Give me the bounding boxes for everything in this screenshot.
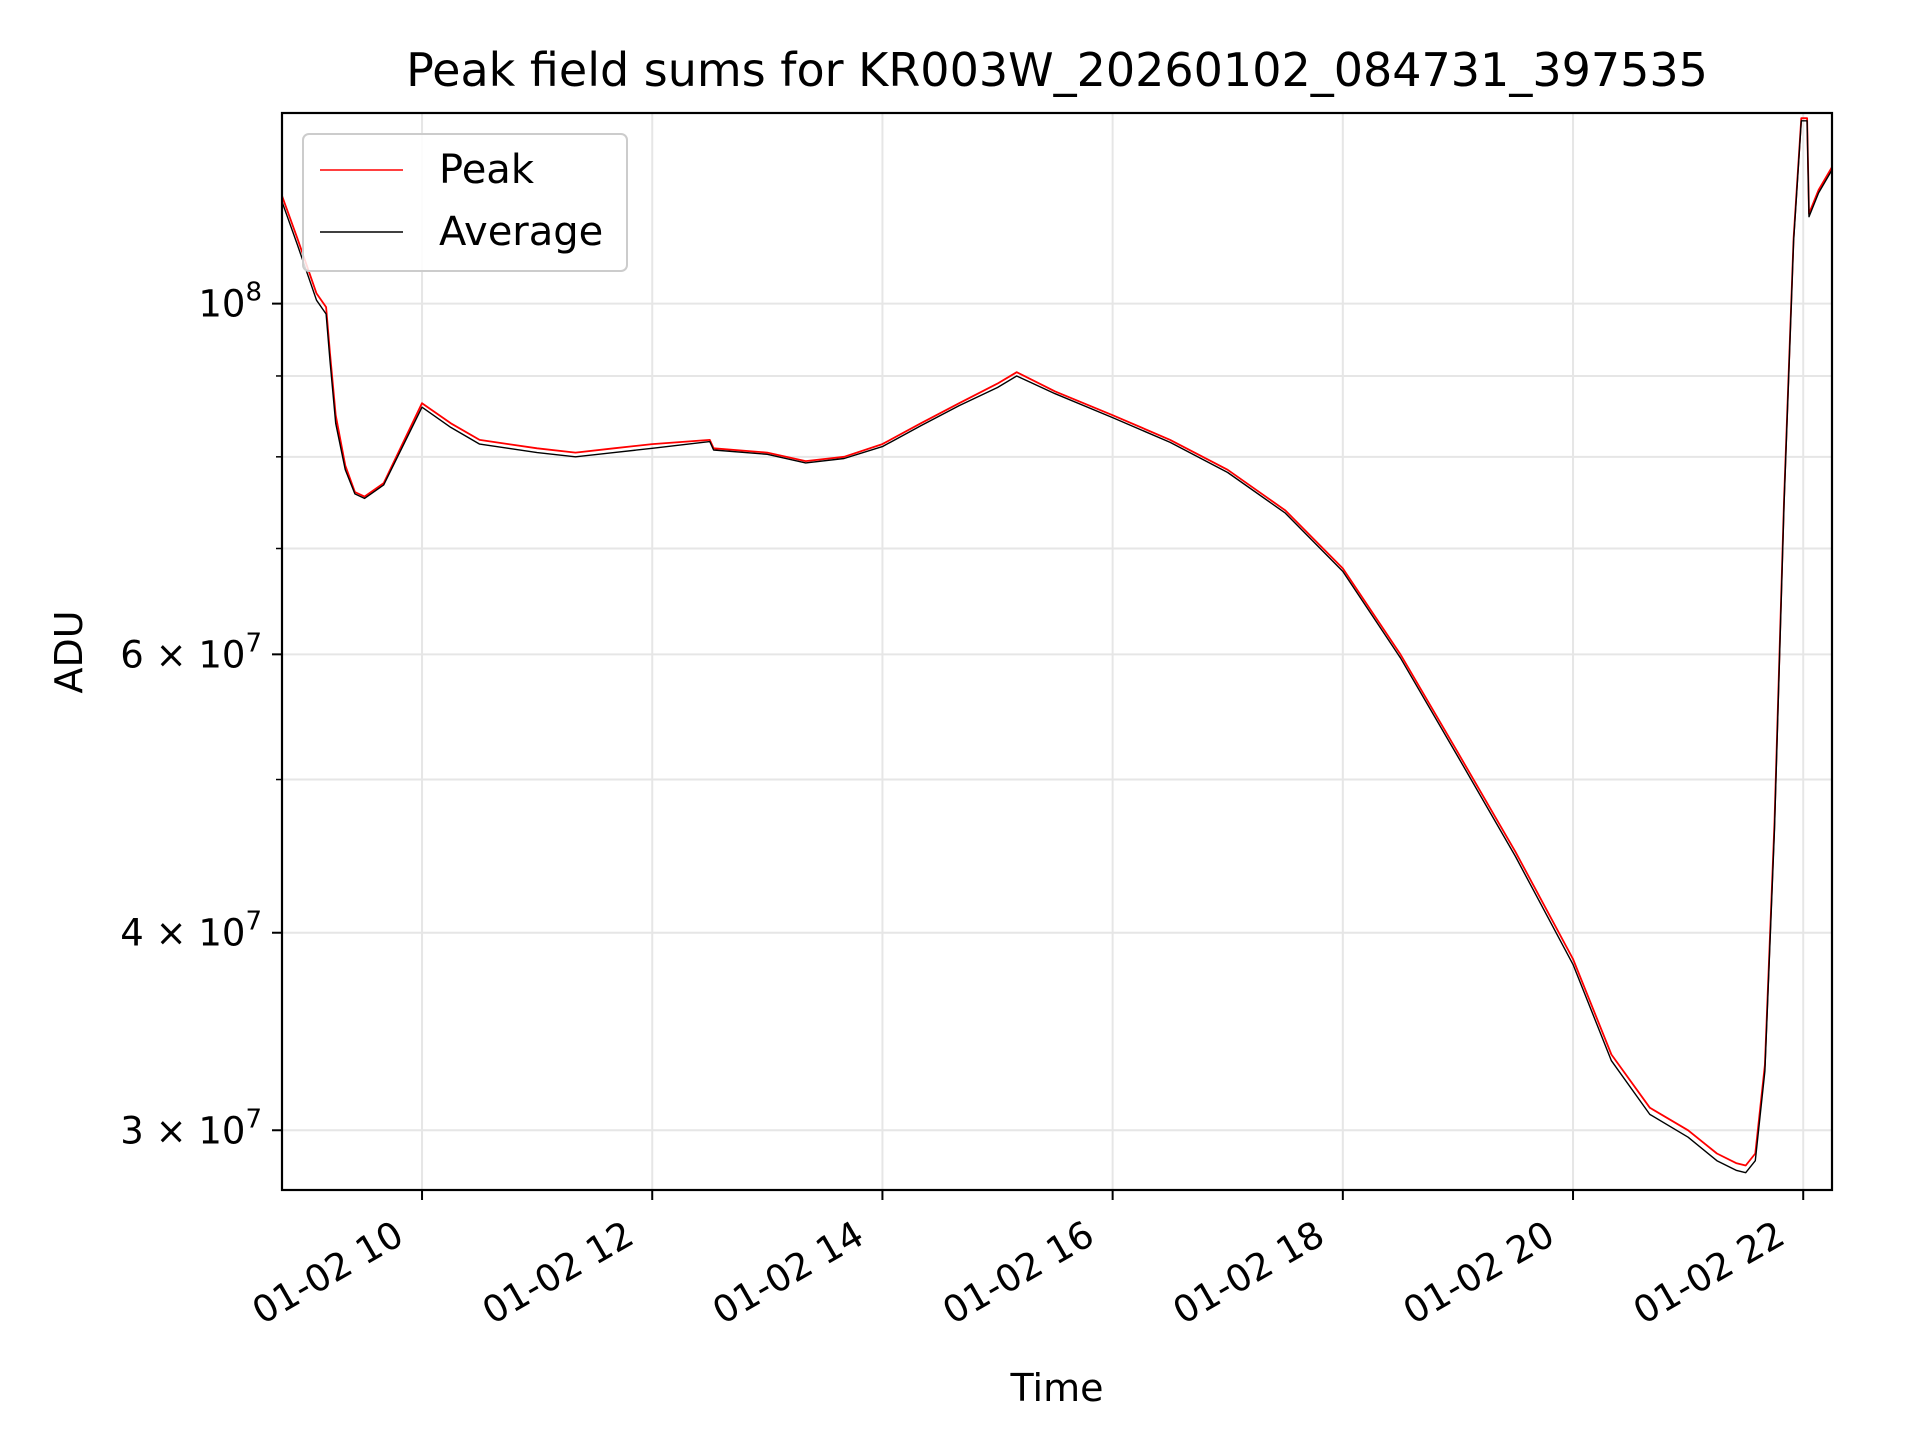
series-line-average: [281, 120, 1833, 1174]
series-lines: [281, 117, 1833, 1174]
chart-title: Peak field sums for KR003W_20260102_0847…: [406, 43, 1708, 97]
y-tick-label: 108: [198, 278, 262, 326]
legend-label-peak: Peak: [439, 147, 535, 193]
y-axis-label: ADU: [47, 610, 91, 693]
y-tick-label: 3 × 107: [120, 1104, 262, 1152]
series-line-peak: [281, 117, 1833, 1167]
plot-frame: [280, 111, 1834, 1192]
legend-box: [302, 133, 628, 272]
x-axis-label: Time: [1010, 1366, 1104, 1410]
y-tick-label: 6 × 107: [120, 628, 262, 676]
legend: Peak Average: [302, 133, 628, 272]
grid: [282, 113, 1832, 1190]
legend-label-average: Average: [439, 209, 603, 255]
y-tick-label: 4 × 107: [120, 907, 262, 955]
